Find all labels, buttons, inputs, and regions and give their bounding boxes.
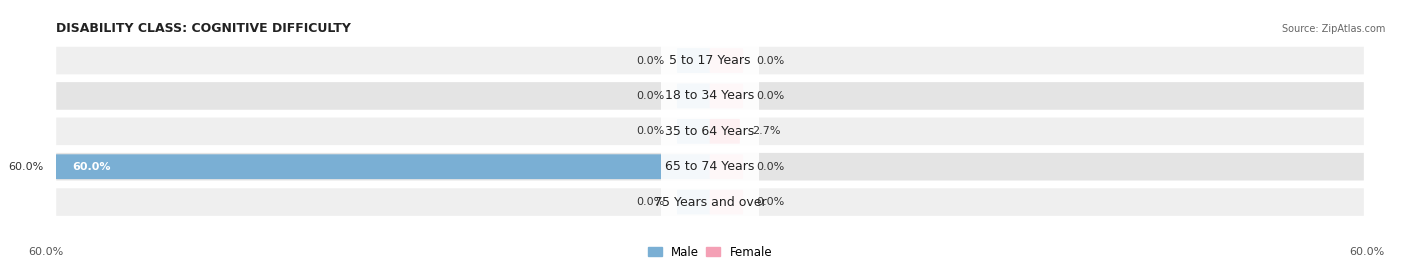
FancyBboxPatch shape <box>710 84 744 108</box>
FancyBboxPatch shape <box>676 48 710 73</box>
FancyBboxPatch shape <box>710 119 740 144</box>
Text: 0.0%: 0.0% <box>636 91 664 101</box>
Text: 0.0%: 0.0% <box>636 126 664 136</box>
Text: 5 to 17 Years: 5 to 17 Years <box>669 54 751 67</box>
Text: 60.0%: 60.0% <box>73 162 111 172</box>
FancyBboxPatch shape <box>661 80 759 111</box>
Text: 0.0%: 0.0% <box>636 197 664 207</box>
FancyBboxPatch shape <box>661 187 759 218</box>
Text: DISABILITY CLASS: COGNITIVE DIFFICULTY: DISABILITY CLASS: COGNITIVE DIFFICULTY <box>56 22 352 35</box>
FancyBboxPatch shape <box>56 118 1364 145</box>
Text: 0.0%: 0.0% <box>636 55 664 66</box>
Text: 35 to 64 Years: 35 to 64 Years <box>665 125 755 138</box>
FancyBboxPatch shape <box>661 116 759 147</box>
Text: 0.0%: 0.0% <box>756 162 785 172</box>
FancyBboxPatch shape <box>56 82 1364 110</box>
FancyBboxPatch shape <box>661 45 759 76</box>
FancyBboxPatch shape <box>56 47 1364 74</box>
Text: 65 to 74 Years: 65 to 74 Years <box>665 160 755 173</box>
Text: 18 to 34 Years: 18 to 34 Years <box>665 90 755 102</box>
FancyBboxPatch shape <box>56 153 1364 180</box>
FancyBboxPatch shape <box>661 151 759 182</box>
FancyBboxPatch shape <box>676 84 710 108</box>
FancyBboxPatch shape <box>710 154 744 179</box>
Text: 0.0%: 0.0% <box>756 55 785 66</box>
FancyBboxPatch shape <box>56 188 1364 216</box>
FancyBboxPatch shape <box>710 190 744 214</box>
Text: 2.7%: 2.7% <box>752 126 780 136</box>
FancyBboxPatch shape <box>676 119 710 144</box>
Legend: Male, Female: Male, Female <box>643 241 778 263</box>
Text: Source: ZipAtlas.com: Source: ZipAtlas.com <box>1281 24 1385 34</box>
Text: 75 Years and over: 75 Years and over <box>654 196 766 209</box>
FancyBboxPatch shape <box>676 190 710 214</box>
Text: 60.0%: 60.0% <box>1350 247 1385 257</box>
FancyBboxPatch shape <box>710 48 744 73</box>
Text: 0.0%: 0.0% <box>756 197 785 207</box>
FancyBboxPatch shape <box>56 154 710 179</box>
Text: 0.0%: 0.0% <box>756 91 785 101</box>
Text: 60.0%: 60.0% <box>8 162 44 172</box>
Text: 60.0%: 60.0% <box>28 247 63 257</box>
